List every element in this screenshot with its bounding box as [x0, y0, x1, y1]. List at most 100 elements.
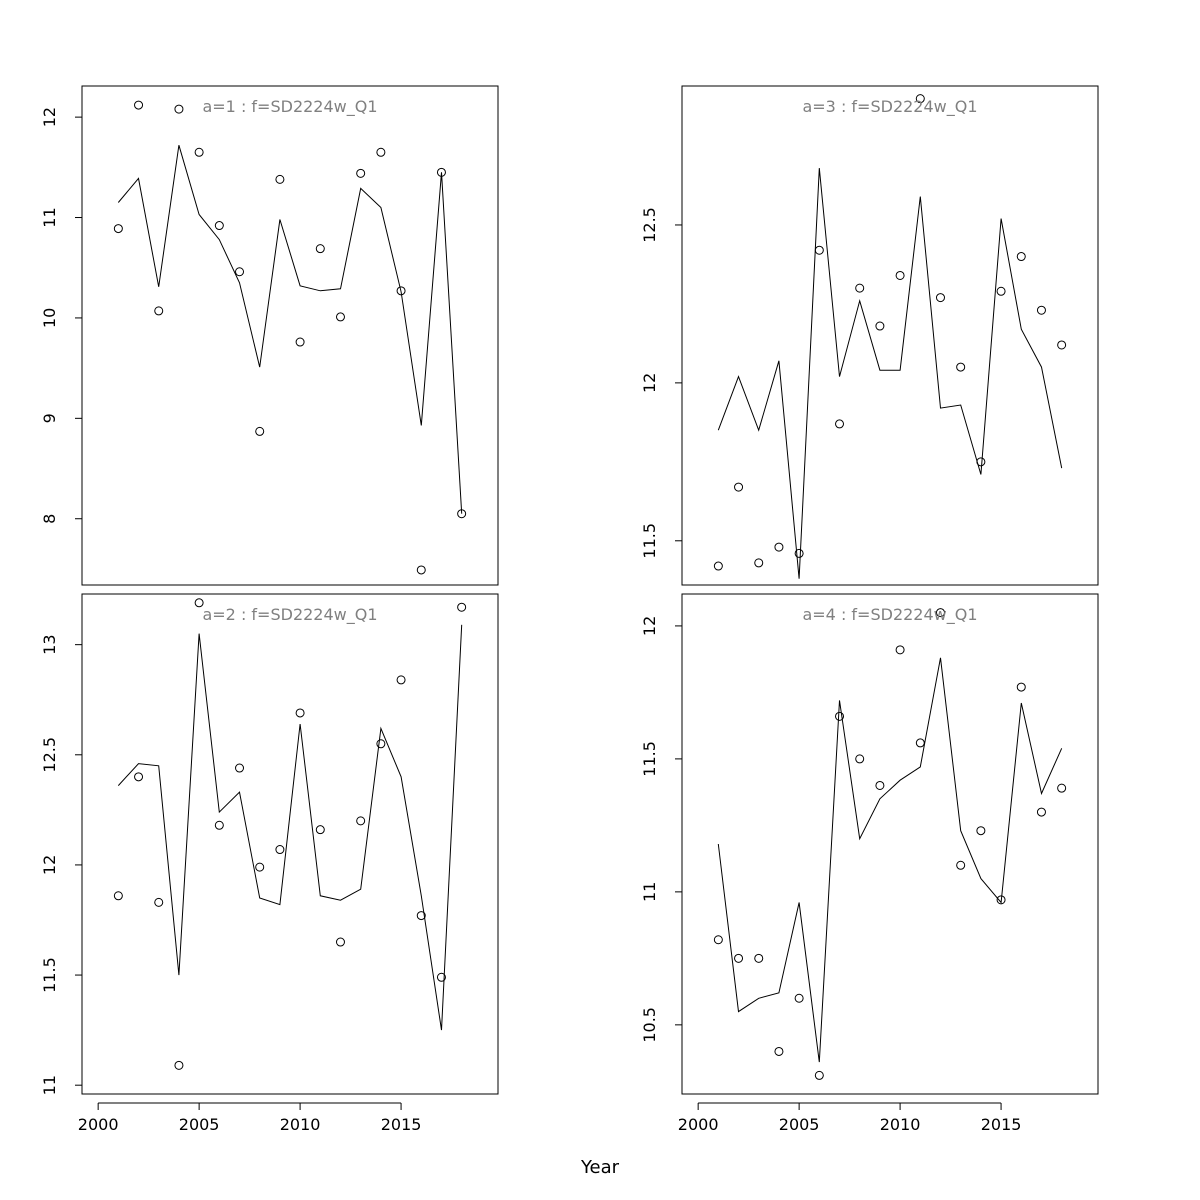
observed-point	[396, 286, 406, 296]
observed-point	[113, 891, 123, 901]
fitted-line	[117, 145, 463, 514]
x-axis-label: Year	[580, 1157, 620, 1178]
observed-point	[875, 780, 885, 790]
observed-point	[436, 972, 446, 982]
observed-point	[376, 739, 386, 749]
observed-point	[194, 598, 204, 608]
observed-point	[794, 548, 804, 558]
observed-point	[457, 602, 467, 612]
x-tick-label: 2015	[381, 1115, 422, 1134]
observed-point	[1036, 807, 1046, 817]
observed-point	[255, 426, 265, 436]
y-tick-label: 10	[40, 308, 59, 328]
fitted-line	[117, 624, 463, 1031]
observed-point	[835, 711, 845, 721]
y-tick-label: 13	[40, 634, 59, 654]
observed-point	[814, 1070, 824, 1080]
observed-point	[235, 267, 245, 277]
x-tick-label: 2005	[779, 1115, 820, 1134]
observed-point	[956, 860, 966, 870]
plot-frame	[681, 85, 1099, 586]
panel-a1: 8 9 10 11 12 a=1 : f=SD2224w_Q1	[40, 85, 499, 586]
observed-point	[214, 221, 224, 231]
observed-point	[754, 953, 764, 963]
y-tick-label: 8	[40, 514, 59, 524]
panel-a3: 11.5 12 12.5 a=3 : f=SD2224w_Q1	[640, 85, 1099, 586]
plot-frame	[81, 85, 499, 586]
observed-point	[895, 270, 905, 280]
observed-point	[996, 895, 1006, 905]
observed-point	[713, 935, 723, 945]
x-tick-label: 2010	[280, 1115, 321, 1134]
observed-point	[935, 608, 945, 618]
y-tick-label: 12	[640, 616, 659, 636]
observed-point	[976, 826, 986, 836]
observed-point	[734, 482, 744, 492]
x-tick-label: 2000	[78, 1115, 119, 1134]
observed-point	[1036, 305, 1046, 315]
observed-point	[1057, 340, 1067, 350]
observed-point	[855, 754, 865, 764]
panel-title: a=2 : f=SD2224w_Q1	[202, 605, 377, 625]
observed-point	[174, 104, 184, 114]
observed-point	[295, 708, 305, 718]
observed-point	[734, 953, 744, 963]
observed-point	[174, 1060, 184, 1070]
observed-point	[134, 772, 144, 782]
fitted-line	[717, 168, 1063, 579]
observed-point	[875, 321, 885, 331]
observed-point	[315, 244, 325, 254]
observed-point	[154, 897, 164, 907]
observed-point	[295, 337, 305, 347]
x-tick-label: 2005	[179, 1115, 220, 1134]
observed-point	[976, 457, 986, 467]
observed-point	[335, 937, 345, 947]
observed-point	[376, 147, 386, 157]
observed-point	[895, 645, 905, 655]
observed-point	[1057, 783, 1067, 793]
plot-frame	[81, 593, 499, 1095]
observed-point	[214, 820, 224, 830]
observed-point	[774, 1046, 784, 1056]
observed-point	[1016, 252, 1026, 262]
x-tick-label: 2015	[981, 1115, 1022, 1134]
observed-point	[396, 675, 406, 685]
observed-point	[855, 283, 865, 293]
observed-point	[194, 147, 204, 157]
panel-title: a=1 : f=SD2224w_Q1	[202, 97, 377, 117]
y-tick-label: 11.5	[40, 957, 59, 993]
observed-point	[113, 224, 123, 234]
observed-point	[935, 293, 945, 303]
observed-point	[956, 362, 966, 372]
y-tick-label: 12	[40, 855, 59, 875]
observed-point	[457, 509, 467, 519]
observed-point	[275, 845, 285, 855]
observed-point	[835, 419, 845, 429]
y-tick-label: 11	[40, 207, 59, 227]
panel-a2: 11 11.5 12 12.5 13 2000 2005 2010 2015 a=2 : f=SD…	[40, 593, 499, 1134]
observed-point	[416, 911, 426, 921]
y-tick-label: 11	[40, 1075, 59, 1095]
y-tick-label: 11.5	[640, 741, 659, 777]
observed-point	[255, 862, 265, 872]
observed-point	[416, 565, 426, 575]
y-tick-label: 11.5	[640, 523, 659, 559]
observed-point	[134, 100, 144, 110]
y-tick-label: 10.5	[640, 1007, 659, 1043]
panel-a4: 10.5 11 11.5 12 2000 2005 2010 2015 a=4 : f=SD22…	[640, 593, 1099, 1134]
panel-title: a=4 : f=SD2224w_Q1	[802, 605, 977, 625]
plot-frame	[681, 593, 1099, 1095]
x-tick-label: 2000	[678, 1115, 719, 1134]
panel-title: a=3 : f=SD2224w_Q1	[802, 97, 977, 117]
fitted-line	[717, 657, 1063, 1063]
observed-point	[814, 245, 824, 255]
observed-point	[774, 542, 784, 552]
x-tick-label: 2010	[880, 1115, 921, 1134]
observed-point	[1016, 682, 1026, 692]
observed-point	[235, 763, 245, 773]
observed-point	[335, 312, 345, 322]
observed-point	[996, 286, 1006, 296]
y-tick-label: 9	[40, 413, 59, 423]
observed-point	[754, 558, 764, 568]
